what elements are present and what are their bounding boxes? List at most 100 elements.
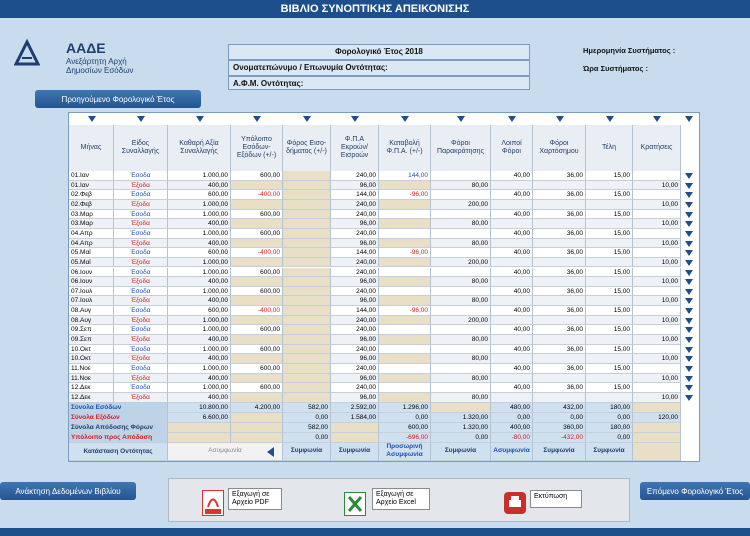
table-cell: 400,00	[168, 277, 231, 287]
status-cell: Προσωρινή Ασυμφωνία	[379, 442, 431, 461]
table-cell: Έξοδα	[114, 373, 168, 384]
totals-cell: 10.800,00	[168, 402, 231, 413]
table-cell: 400,00	[168, 180, 231, 191]
print-button[interactable]: Εκτύπωση	[530, 490, 582, 508]
table-cell	[586, 180, 633, 191]
table-cell	[283, 209, 331, 220]
column-header: Υπόλοιπο Εσόδων-Εξόδων (+/-)	[231, 125, 283, 171]
table-cell	[633, 228, 681, 239]
totals-label: Υπόλοιπο προς Απόδοση	[69, 432, 168, 443]
table-cell: 36,00	[533, 286, 586, 297]
table-cell: 15,00	[586, 325, 633, 336]
totals-label: Σύνολα Εξόδων	[69, 412, 168, 423]
retrieve-data-button[interactable]: Ανάκτηση Δεδομένων Βιβλίου	[0, 482, 136, 500]
table-cell: 200,00	[431, 315, 491, 326]
table-cell: 10,00	[633, 219, 681, 229]
table-cell	[491, 257, 533, 268]
column-header: Τέλη	[586, 125, 633, 171]
totals-cell	[231, 412, 283, 423]
filter-arrow	[195, 116, 204, 122]
totals-cell	[168, 422, 231, 433]
table-cell: Έξοδα	[114, 180, 168, 191]
row-arrow	[685, 221, 693, 228]
table-cell	[231, 315, 283, 326]
logo-title: ΑΑΔΕ	[66, 40, 106, 56]
export-excel-button[interactable]: Εξαγωγή σε Αρχείο Excel	[372, 488, 430, 510]
table-cell: Έξοδα	[114, 199, 168, 210]
next-year-button[interactable]: Επόμενο Φορολογικό Έτος	[640, 482, 750, 500]
filter-arrow	[253, 116, 261, 122]
print-icon[interactable]	[504, 492, 526, 514]
system-date-label: Ημερομηνία Συστήματος :	[583, 46, 676, 55]
table-cell	[379, 373, 431, 384]
excel-icon[interactable]	[344, 492, 366, 516]
logo-subtitle: Ανεξάρτητη Αρχή Δημοσίων Εσόδων	[66, 57, 134, 75]
table-cell: Έσοδα	[114, 267, 168, 278]
status-cell: Ασυμφωνία	[491, 442, 533, 461]
table-cell: 600,00	[231, 286, 283, 297]
column-header: Καθαρή Αξία Συναλλαγής	[168, 125, 231, 171]
filter-arrow	[685, 116, 693, 122]
table-cell: 200,00	[431, 199, 491, 210]
table-cell: 80,00	[431, 238, 491, 249]
row-arrow	[685, 269, 693, 276]
row-arrow	[685, 337, 693, 344]
table-cell	[283, 335, 331, 345]
table-cell	[231, 238, 283, 249]
table-cell: 01.Ιαν	[69, 180, 114, 191]
row-arrow	[685, 366, 693, 372]
table-cell: Έσοδα	[114, 248, 168, 258]
table-cell: 40,00	[491, 248, 533, 258]
table-cell	[431, 364, 491, 374]
table-cell: 05.Μαϊ	[69, 257, 114, 268]
table-cell	[533, 257, 586, 268]
totals-cell: 0,00	[283, 432, 331, 443]
table-cell	[379, 199, 431, 210]
table-cell: -400,00	[231, 190, 283, 200]
table-cell	[431, 325, 491, 336]
column-header: Λοιποί Φόροι	[491, 125, 533, 171]
table-cell: -400,00	[231, 248, 283, 258]
table-cell: 15,00	[586, 228, 633, 239]
table-cell	[283, 286, 331, 297]
table-cell	[379, 228, 431, 239]
table-cell: 08.Αυγ	[69, 315, 114, 326]
pdf-icon[interactable]	[202, 490, 224, 516]
table-cell: 36,00	[533, 364, 586, 374]
column-header: Είδος Συναλλαγής	[114, 125, 168, 171]
filter-arrow	[137, 116, 145, 122]
table-cell: 10,00	[633, 238, 681, 249]
table-cell	[633, 344, 681, 355]
table-cell: 600,00	[231, 344, 283, 355]
table-cell: 04.Απρ	[69, 238, 114, 249]
table-cell	[533, 180, 586, 191]
row-arrow	[685, 182, 693, 189]
table-cell: 144,00	[331, 306, 379, 316]
table-cell	[283, 267, 331, 278]
filter-arrow	[653, 116, 661, 122]
status-cell: Συμφωνία	[331, 442, 379, 461]
table-cell	[491, 277, 533, 287]
table-cell	[231, 335, 283, 345]
table-cell: 02.Φεβ	[69, 199, 114, 210]
table-cell: 10.Οκτ	[69, 354, 114, 364]
table-cell	[231, 373, 283, 384]
export-pdf-button[interactable]: Εξαγωγή σε Αρχείο PDF	[228, 488, 282, 510]
totals-cell: 4.200,00	[231, 402, 283, 413]
row-arrow	[685, 356, 693, 363]
table-cell	[431, 286, 491, 297]
table-cell	[633, 267, 681, 278]
table-cell	[586, 219, 633, 229]
totals-cell: 0,00	[283, 412, 331, 423]
table-cell	[283, 171, 331, 181]
row-arrow	[685, 173, 693, 179]
table-cell: Έσοδα	[114, 209, 168, 220]
table-cell	[379, 335, 431, 345]
totals-cell: 0,00	[379, 412, 431, 423]
excel-graphic	[347, 496, 363, 512]
table-cell: 40,00	[491, 209, 533, 220]
table-cell	[283, 180, 331, 191]
table-cell	[283, 306, 331, 316]
previous-year-button[interactable]: Προηγούμενο Φορολογικό Έτος	[35, 90, 201, 108]
table-cell: 36,00	[533, 383, 586, 393]
